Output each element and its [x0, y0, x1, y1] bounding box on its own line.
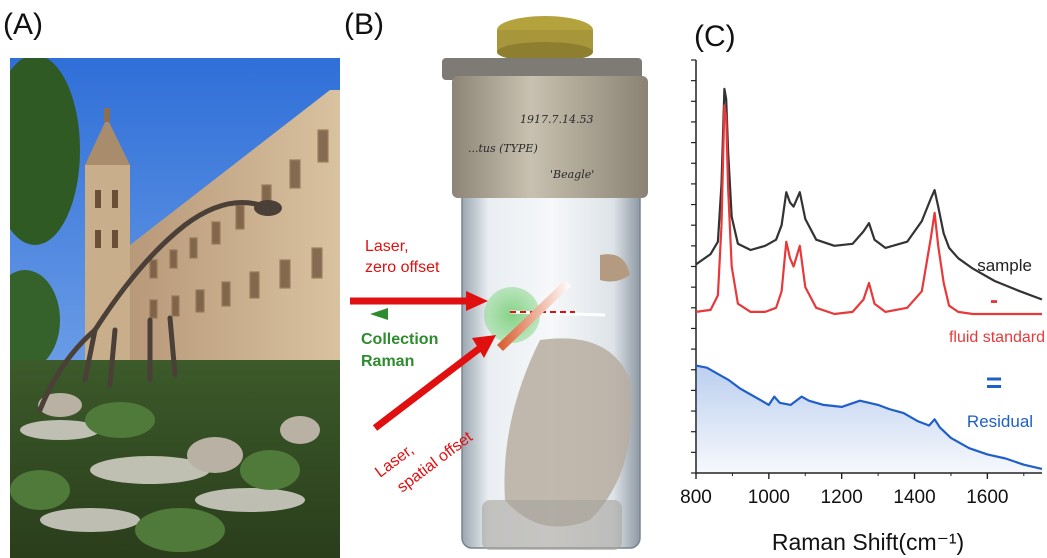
- x-tick-label-1600: 1600: [966, 487, 1008, 508]
- series-label-standard: fluid standard: [949, 329, 1045, 346]
- series-label-sample: sample: [977, 256, 1032, 275]
- x-tick-label-1200: 1200: [821, 487, 863, 508]
- x-tick-label-1000: 1000: [748, 487, 790, 508]
- equals-sign: =: [986, 367, 1002, 398]
- panel-label-b: (B): [344, 8, 384, 41]
- x-tick-label-1400: 1400: [893, 487, 935, 508]
- x-axis-label: Raman Shift(cm⁻¹): [772, 529, 964, 555]
- series-label-residual: Residual: [967, 412, 1033, 431]
- series-line-fluid-standard: [695, 104, 1042, 316]
- panel-label-c: (C): [694, 20, 736, 53]
- series-line-residual: [695, 364, 1043, 470]
- x-tick-label-800: 800: [680, 487, 712, 508]
- minus-sign: -: [990, 287, 998, 314]
- residual-area: [696, 365, 1042, 473]
- panel-label-a: (A): [3, 8, 43, 41]
